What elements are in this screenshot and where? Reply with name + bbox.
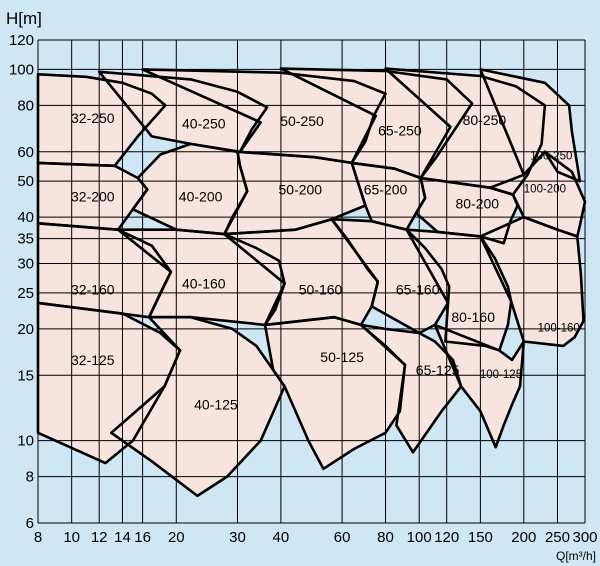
- region-outlines: [36, 67, 587, 498]
- region-outline-80-160: [405, 228, 513, 352]
- x-tick-label: 10: [63, 529, 80, 546]
- region-outline-65-125: [359, 323, 463, 454]
- y-tick-label: 10: [17, 433, 34, 450]
- region-fill-40-160: [118, 229, 285, 325]
- x-tick-label: 60: [334, 529, 351, 546]
- x-tick-label: 120: [434, 529, 459, 546]
- y-tick-label: 40: [17, 209, 34, 226]
- x-tick-label: 20: [168, 529, 185, 546]
- region-label-50-160: 50-160: [299, 282, 343, 298]
- region-label-32-160: 32-160: [71, 282, 115, 298]
- region-fill-50-160: [224, 219, 378, 325]
- x-tick-label: 200: [511, 529, 536, 546]
- region-fill-65-200: [351, 162, 426, 230]
- region-outline-65-200: [350, 161, 427, 231]
- y-tick-label: 30: [17, 256, 34, 273]
- region-label-40-125: 40-125: [194, 397, 238, 413]
- region-fill-100-125: [434, 324, 524, 448]
- region-fill-32-125: [38, 302, 180, 464]
- region-label-100-160: 100-160: [538, 323, 580, 335]
- region-label-80-250: 80-250: [463, 112, 507, 128]
- region-label-50-125: 50-125: [320, 349, 364, 365]
- x-tick-label: 250: [545, 529, 570, 546]
- y-tick-label: 20: [17, 321, 34, 338]
- region-outline-65-250: [279, 67, 474, 180]
- x-axis-label: Q[m³/h]: [556, 549, 596, 563]
- region-label-32-125: 32-125: [71, 352, 115, 368]
- region-label-100-250: 100-250: [530, 151, 572, 163]
- region-label-80-200: 80-200: [456, 196, 500, 212]
- region-fill-100-250: [480, 69, 580, 182]
- x-tick-label: 100: [407, 529, 432, 546]
- x-tick-label: 16: [134, 529, 151, 546]
- region-label-100-200: 100-200: [524, 184, 566, 196]
- y-tick-label: 100: [9, 61, 34, 78]
- region-fill-50-250: [142, 69, 386, 163]
- x-tick-label: 300: [572, 529, 597, 546]
- region-outline-80-250: [384, 67, 547, 196]
- region-label-40-250: 40-250: [182, 116, 226, 132]
- x-tick-label: 30: [229, 529, 246, 546]
- region-label-65-160: 65-160: [396, 282, 440, 298]
- y-tick-label: 50: [17, 173, 34, 190]
- region-outline-100-160: [479, 215, 585, 348]
- region-fill-50-125: [265, 317, 405, 469]
- region-outline-40-250: [97, 70, 269, 154]
- region-fill-40-125: [111, 317, 285, 496]
- region-label-65-125: 65-125: [416, 362, 460, 378]
- y-tick-label: 60: [17, 144, 34, 161]
- region-labels: 32-250 40-250 50-250 65-250 80-250 100-250 32-…: [71, 110, 580, 413]
- x-tick-label: 40: [273, 529, 290, 546]
- y-tick-label: 8: [26, 469, 34, 486]
- region-label-40-200: 40-200: [179, 188, 223, 204]
- y-tick-label: 25: [17, 285, 34, 302]
- region-outline-100-200: [488, 150, 587, 238]
- region-outline-100-125: [433, 323, 526, 449]
- y-tick-label: 120: [9, 32, 34, 49]
- y-tick-label: 15: [17, 367, 34, 384]
- region-label-65-200: 65-200: [364, 181, 408, 197]
- region-fill-40-200: [132, 143, 248, 235]
- y-axis-label: H[m]: [6, 9, 42, 28]
- region-label-65-250: 65-250: [378, 122, 422, 138]
- region-label-80-160: 80-160: [451, 309, 495, 325]
- region-label-32-250: 32-250: [71, 110, 115, 126]
- x-tick-labels: 8 10 12 14 16 20 30 40 60 80 100 120 150 200 250 300: [34, 529, 598, 546]
- x-tick-label: 150: [468, 529, 493, 546]
- region-label-40-160: 40-160: [182, 276, 226, 292]
- region-outline-50-250: [141, 68, 387, 165]
- x-tick-label: 14: [114, 529, 131, 546]
- region-label-50-250: 50-250: [280, 113, 324, 129]
- region-outline-40-125: [110, 315, 286, 498]
- region-fill-80-200: [416, 178, 518, 244]
- region-label-50-200: 50-200: [279, 181, 323, 197]
- region-label-100-125: 100-125: [480, 369, 522, 381]
- region-outline-40-160: [116, 228, 286, 327]
- y-tick-label: 80: [17, 97, 34, 114]
- region-fill-50-200: [224, 151, 366, 235]
- x-tick-label: 12: [91, 529, 108, 546]
- region-fill-32-200: [38, 162, 148, 230]
- region-label-32-200: 32-200: [71, 188, 115, 204]
- region-fill-65-125: [361, 324, 462, 453]
- x-tick-label: 80: [377, 529, 394, 546]
- y-tick-label: 35: [17, 231, 34, 248]
- x-tick-label: 8: [34, 529, 42, 546]
- y-tick-labels: 6 8 10 15 20 25 30 35 40 50 60 80 100 120: [9, 32, 34, 532]
- region-outline-65-160: [330, 217, 451, 335]
- y-tick-label: 6: [26, 515, 34, 532]
